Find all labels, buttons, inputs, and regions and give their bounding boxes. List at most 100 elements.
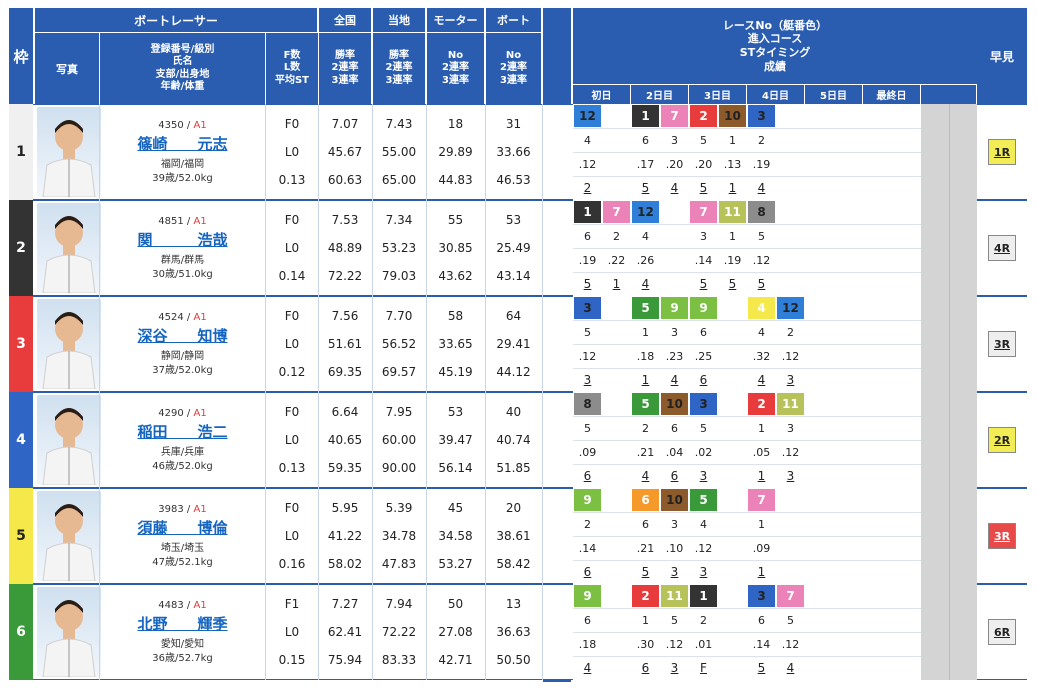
rank-link[interactable]: [892, 176, 921, 200]
rank-link[interactable]: 6: [641, 661, 650, 675]
rank-link[interactable]: 3: [786, 469, 795, 483]
rank-link[interactable]: 3: [583, 373, 592, 387]
rank-link[interactable]: 5: [757, 661, 766, 675]
rank-link[interactable]: 5: [728, 277, 737, 291]
result-line: [573, 536, 921, 537]
boat-value: 29.41: [496, 337, 531, 351]
rank-link[interactable]: [776, 176, 805, 200]
racer-info: 4483 / A1 北野 輝季 愛知/愛知 36歳/52.7kg: [100, 584, 265, 680]
rank-link[interactable]: [660, 272, 689, 296]
racer-name-link[interactable]: 深谷 知博: [137, 327, 228, 346]
hayami-button[interactable]: 6R: [988, 619, 1016, 645]
rank-link[interactable]: [805, 176, 834, 200]
rank-link[interactable]: [863, 560, 892, 584]
rank-link[interactable]: 4: [583, 661, 592, 675]
rank-link[interactable]: [602, 656, 631, 680]
rank-link[interactable]: 4: [670, 181, 679, 195]
rank-link[interactable]: [834, 272, 863, 296]
rank-link[interactable]: [892, 368, 921, 392]
rank-link[interactable]: [718, 464, 747, 488]
rank-link[interactable]: 3: [786, 373, 795, 387]
rank-link[interactable]: [863, 176, 892, 200]
hayami-button[interactable]: 3R: [988, 523, 1016, 549]
rank-link[interactable]: 1: [612, 277, 621, 291]
rank-link[interactable]: [892, 272, 921, 296]
rank-link[interactable]: [805, 560, 834, 584]
hayami-header: 早見: [977, 8, 1027, 104]
course-cell: 1: [642, 325, 649, 339]
rank-link[interactable]: [602, 176, 631, 200]
rank-link[interactable]: [602, 560, 631, 584]
rank-link[interactable]: 1: [728, 181, 737, 195]
rank-link[interactable]: [805, 368, 834, 392]
rank-link[interactable]: [863, 464, 892, 488]
rank-link[interactable]: 6: [699, 373, 708, 387]
rank-link[interactable]: 1: [757, 565, 766, 579]
rank-link[interactable]: [834, 656, 863, 680]
rank-link[interactable]: [834, 464, 863, 488]
rank-link[interactable]: 4: [757, 181, 766, 195]
rank-link[interactable]: 4: [670, 373, 679, 387]
rank-link[interactable]: 4: [757, 373, 766, 387]
racer-name-link[interactable]: 篠崎 元志: [137, 135, 228, 154]
rank-link[interactable]: [602, 368, 631, 392]
race-number-cell: [893, 585, 920, 607]
rank-link[interactable]: 5: [641, 565, 650, 579]
racer-name-link[interactable]: 関 浩哉: [137, 231, 228, 250]
rank-link[interactable]: [602, 464, 631, 488]
rank-link[interactable]: 4: [786, 661, 795, 675]
rank-link[interactable]: [834, 560, 863, 584]
rank-link[interactable]: 5: [699, 277, 708, 291]
rank-link[interactable]: [892, 560, 921, 584]
rank-link[interactable]: [863, 656, 892, 680]
rank-link[interactable]: 5: [757, 277, 766, 291]
rank-link[interactable]: 6: [670, 469, 679, 483]
rank-link[interactable]: 3: [699, 469, 708, 483]
rank-link[interactable]: 5: [583, 277, 592, 291]
racer-name-link[interactable]: 須藤 博倫: [137, 519, 228, 538]
rank-link[interactable]: 6: [583, 469, 592, 483]
hayami-button[interactable]: 1R: [988, 139, 1016, 165]
motor-value: 18: [447, 117, 464, 131]
rank-link[interactable]: 1: [757, 469, 766, 483]
result-line: [573, 440, 921, 441]
rank-link[interactable]: 4: [641, 469, 650, 483]
rank-link[interactable]: [863, 368, 892, 392]
course-cell: 1: [642, 613, 649, 627]
rank-link[interactable]: 6: [583, 565, 592, 579]
rank-link[interactable]: [834, 176, 863, 200]
rank-link[interactable]: [805, 272, 834, 296]
rank-link[interactable]: F: [700, 661, 707, 675]
course-cell: 5: [700, 421, 707, 435]
hayami-button[interactable]: 2R: [988, 427, 1016, 453]
racer-name-link[interactable]: 稲田 浩二: [137, 423, 228, 442]
rank-link[interactable]: 5: [641, 181, 650, 195]
rank-link[interactable]: [892, 656, 921, 680]
hayami-button[interactable]: 4R: [988, 235, 1016, 261]
rank-link[interactable]: 4: [641, 277, 650, 291]
rank-link[interactable]: [834, 368, 863, 392]
rank-link[interactable]: [805, 656, 834, 680]
hayami-button[interactable]: 3R: [988, 331, 1016, 357]
rank-link[interactable]: 3: [699, 565, 708, 579]
rank-link[interactable]: 3: [670, 565, 679, 579]
rank-link[interactable]: [863, 272, 892, 296]
rank-link[interactable]: [718, 656, 747, 680]
rank-link[interactable]: [776, 560, 805, 584]
fl-value: F0: [284, 309, 300, 323]
racer-photo: [37, 395, 101, 485]
result-line: [573, 560, 921, 561]
rank-link[interactable]: 5: [699, 181, 708, 195]
result-line: [573, 272, 921, 273]
rank-link[interactable]: 3: [670, 661, 679, 675]
rank-link[interactable]: [718, 368, 747, 392]
rank-link[interactable]: 2: [583, 181, 592, 195]
racer-name-link[interactable]: 北野 輝季: [137, 615, 228, 634]
rank-link[interactable]: [718, 560, 747, 584]
course-cell: 5: [787, 613, 794, 627]
rank-link[interactable]: 1: [641, 373, 650, 387]
rank-link[interactable]: [805, 464, 834, 488]
result-line: [573, 416, 921, 417]
rank-link[interactable]: [776, 272, 805, 296]
rank-link[interactable]: [892, 464, 921, 488]
